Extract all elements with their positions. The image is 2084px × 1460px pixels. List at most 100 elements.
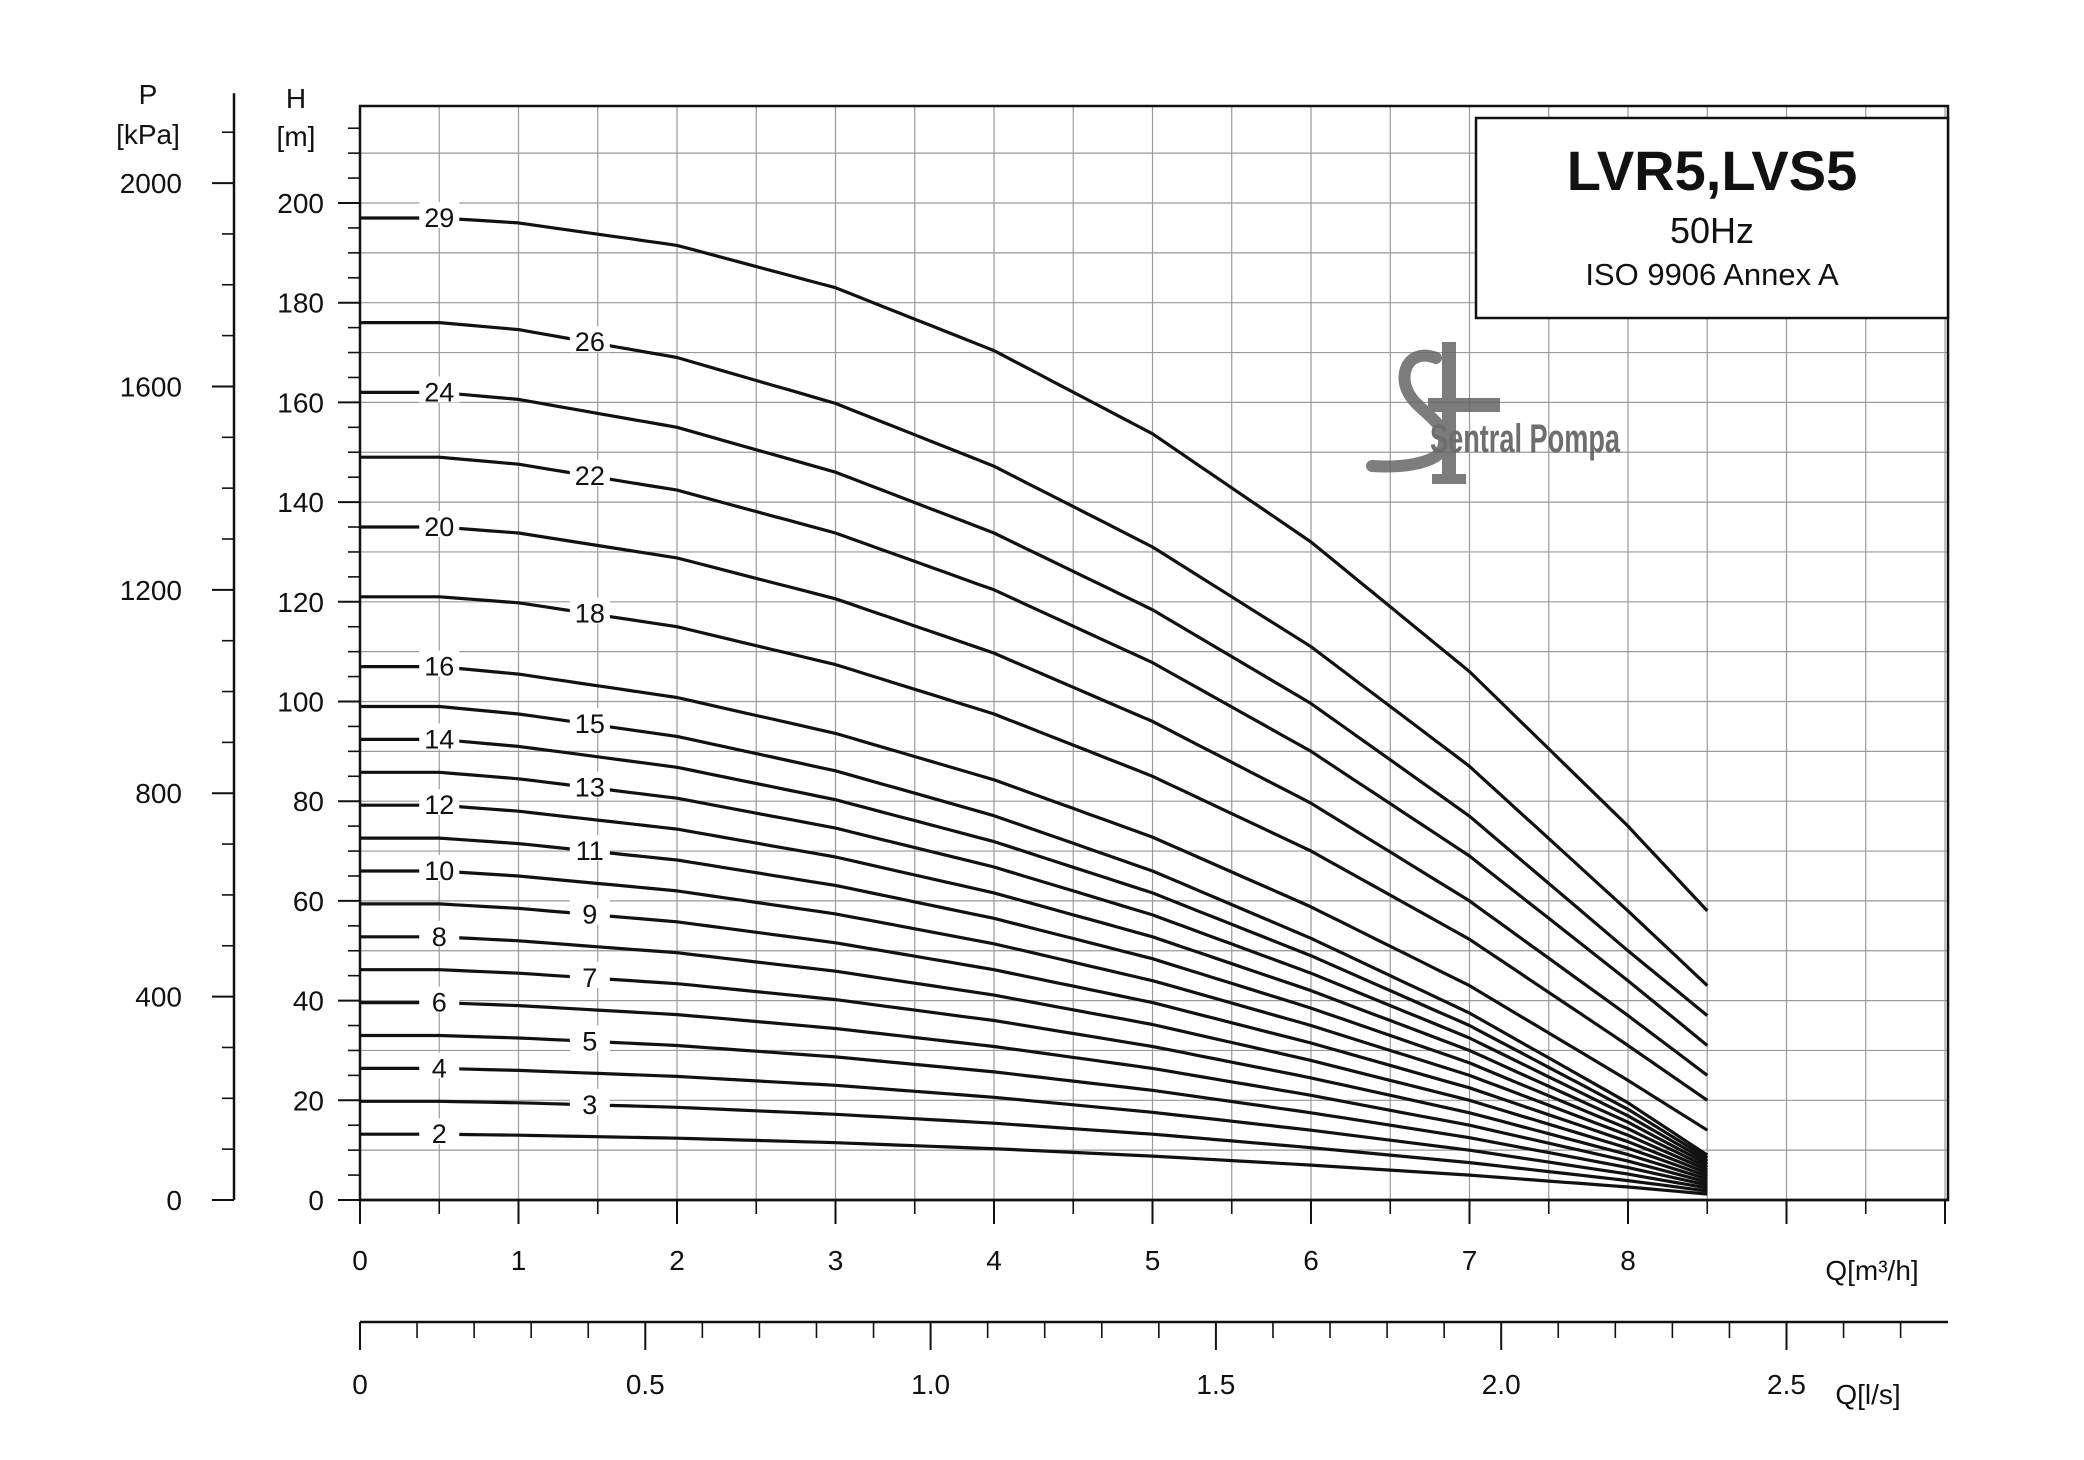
series-curve-10 [360,869,1708,1172]
series-label-bg-13 [569,771,610,798]
series-label-bg-14 [419,723,460,750]
q-m3h-axis-tick-label: 6 [1303,1245,1319,1276]
p-axis-title: P [139,79,158,110]
q-ls-axis-tick-label: 0.5 [626,1369,665,1400]
q-m3h-axis-tick-label: 7 [1462,1245,1478,1276]
series-label-20: 20 [424,512,454,542]
logo-pipe-post [1442,342,1456,480]
series-label-bg-5 [569,1025,610,1052]
q-ls-axis-tick-label: 2.5 [1767,1369,1806,1400]
series-label-bg-16 [419,650,460,677]
chart-subtitle: 50Hz [1670,210,1754,251]
series-curves [360,216,1709,1196]
h-axis-tick-label: 80 [293,786,324,817]
series-label-2: 2 [432,1119,447,1149]
h-axis-tick-label: 160 [277,387,324,418]
series-label-13: 13 [575,773,605,803]
h-axis-tick-label: 120 [277,587,324,618]
q-m3h-axis-title: Q[m³/h] [1825,1255,1918,1286]
series-label-8: 8 [432,922,447,952]
h-axis-tick-label: 40 [293,986,324,1017]
p-axis-tick-label: 800 [135,778,182,809]
axes: 0204060801001201401601802000400800120016… [120,93,1948,1400]
logo-s-mark [1366,349,1450,473]
sentral-pompa-logo: Sentral Pompa [1366,342,1621,484]
title-box: LVR5,LVS5 50Hz ISO 9906 Annex A [1474,116,1950,320]
h-axis-title: H [286,83,306,114]
series-curve-8 [360,935,1708,1178]
series-labels: 2 3 4 5 6 7 8 9 10 11 12 13 14 15 16 18 20 22 24 26 29 [419,201,610,1149]
series-label-7: 7 [582,963,597,993]
logo-pipe-cap [1432,474,1466,484]
p-axis-tick-label: 2000 [120,168,182,199]
series-label-bg-2 [419,1118,460,1145]
p-axis-tick-label: 1200 [120,575,182,606]
series-label-14: 14 [424,724,454,754]
series-label-4: 4 [432,1053,447,1083]
series-label-29: 29 [424,203,454,233]
q-ls-axis-tick-label: 1.5 [1196,1369,1235,1400]
q-m3h-axis-tick-label: 0 [352,1245,368,1276]
series-label-bg-11 [569,834,610,861]
q-ls-axis-tick-label: 1.0 [911,1369,950,1400]
series-label-16: 16 [424,652,454,682]
series-curve-14 [360,737,1709,1160]
series-curve-6 [360,1001,1708,1184]
series-label-bg-7 [569,961,610,988]
series-label-15: 15 [575,709,605,739]
series-curve-16 [360,665,1709,1132]
series-label-9: 9 [582,899,597,929]
series-label-10: 10 [424,856,454,886]
series-label-6: 6 [432,988,447,1018]
series-label-bg-12 [419,789,460,816]
series-label-24: 24 [424,377,454,407]
series-label-bg-24 [419,376,460,403]
series-curve-24 [360,390,1709,1017]
h-axis-tick-label: 180 [277,288,324,319]
q-ls-axis-tick-label: 2.0 [1482,1369,1521,1400]
h-axis-unit: [m] [277,121,316,152]
series-label-bg-29 [419,201,460,228]
series-label-bg-15 [569,708,610,735]
series-label-bg-6 [419,986,460,1013]
p-axis-unit: [kPa] [116,119,180,150]
series-label-bg-3 [569,1088,610,1115]
series-label-bg-9 [569,898,610,925]
q-m3h-axis-tick-label: 5 [1145,1245,1161,1276]
chart-standard: ISO 9906 Annex A [1585,257,1839,292]
q-m3h-axis-tick-label: 1 [511,1245,527,1276]
h-axis-tick-label: 200 [277,188,324,219]
q-m3h-axis-tick-label: 4 [986,1245,1002,1276]
series-label-bg-8 [419,920,460,947]
p-axis-tick-label: 0 [166,1185,182,1216]
p-axis-tick-label: 1600 [120,371,182,402]
series-label-5: 5 [582,1026,597,1056]
series-label-11: 11 [576,836,604,866]
series-label-bg-10 [419,854,460,881]
series-label-22: 22 [575,461,605,491]
h-axis-tick-label: 60 [293,886,324,917]
title-box-frame [1474,116,1950,320]
h-axis-tick-label: 0 [308,1185,324,1216]
logo-pipe-bar [1428,398,1500,412]
series-label-bg-20 [419,511,460,538]
series-curve-20 [360,525,1709,1077]
q-ls-axis-tick-label: 0 [352,1369,368,1400]
series-label-bg-22 [569,459,610,486]
series-label-3: 3 [582,1090,597,1120]
logo-text: Sentral Pompa [1430,417,1621,461]
chart-title: LVR5,LVS5 [1567,139,1857,202]
h-axis-tick-label: 100 [277,687,324,718]
series-curve-29 [360,216,1709,912]
series-label-18: 18 [575,599,605,629]
q-m3h-axis-tick-label: 3 [828,1245,844,1276]
series-label-bg-4 [419,1052,460,1079]
series-label-12: 12 [424,790,454,820]
series-curve-4 [360,1066,1708,1190]
q-m3h-axis-tick-label: 8 [1620,1245,1636,1276]
h-axis-tick-label: 20 [293,1085,324,1116]
series-label-bg-26 [569,326,610,353]
series-label-26: 26 [575,327,605,357]
p-axis-tick-label: 400 [135,982,182,1013]
